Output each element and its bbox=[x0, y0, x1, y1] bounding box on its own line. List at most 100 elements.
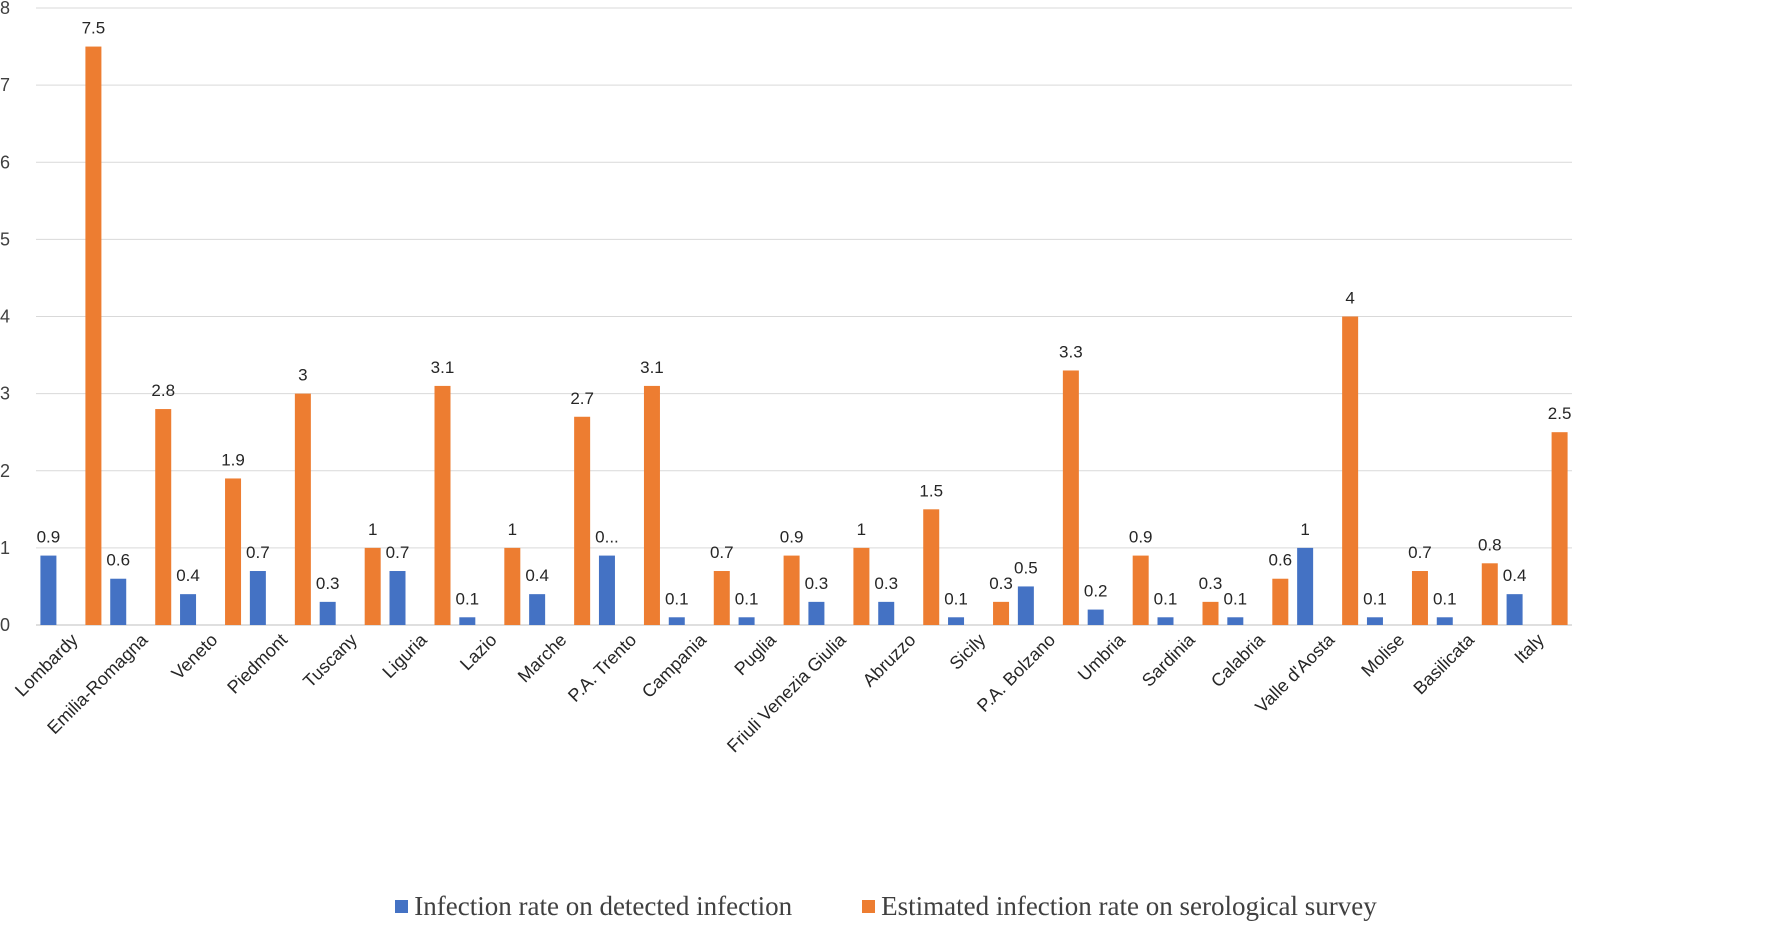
legend-label-serological: Estimated infection rate on serological … bbox=[881, 890, 1377, 921]
bar-serological bbox=[364, 547, 381, 625]
bar-detected bbox=[529, 594, 546, 625]
category-label: Tuscany bbox=[299, 630, 361, 692]
data-label-detected: 1 bbox=[1300, 520, 1309, 539]
data-label-detected: 0.1 bbox=[1433, 589, 1457, 608]
bar-serological bbox=[1062, 370, 1079, 625]
data-label-serological: 1.9 bbox=[221, 450, 245, 469]
data-label-detected: 0.1 bbox=[455, 589, 479, 608]
gridlines bbox=[36, 7, 1572, 626]
bar-detected bbox=[249, 571, 266, 625]
data-label-serological: 2.8 bbox=[151, 381, 175, 400]
data-label-detected: 0.1 bbox=[1154, 589, 1178, 608]
data-label-detected: 0.2 bbox=[1084, 582, 1108, 601]
y-tick-label: 7 bbox=[0, 75, 10, 95]
bar-serological bbox=[993, 601, 1010, 625]
data-label-detected: 0.1 bbox=[944, 589, 968, 608]
bar-serological bbox=[1551, 432, 1568, 625]
bar-serological bbox=[713, 571, 730, 625]
bar-serological bbox=[225, 478, 242, 625]
bar-serological bbox=[1342, 316, 1359, 625]
data-label-serological: 3.1 bbox=[640, 358, 664, 377]
legend: Infection rate on detected infection Est… bbox=[0, 888, 1772, 924]
bar-detected bbox=[738, 617, 755, 625]
bar-detected bbox=[459, 617, 476, 625]
bar-detected bbox=[598, 555, 615, 625]
bar-serological bbox=[643, 385, 660, 625]
data-label-detected: 0.5 bbox=[1014, 558, 1038, 577]
legend-swatch-serological bbox=[862, 899, 876, 913]
y-tick-label: 8 bbox=[0, 0, 10, 18]
category-label: Marche bbox=[514, 630, 571, 687]
category-label: Campania bbox=[638, 629, 711, 702]
bar-serological bbox=[1481, 563, 1498, 625]
y-tick-label: 2 bbox=[0, 461, 10, 481]
bar-detected bbox=[1506, 594, 1523, 625]
bar-detected bbox=[110, 578, 127, 625]
bar-serological bbox=[853, 547, 870, 625]
data-label-serological: 0.7 bbox=[710, 543, 734, 562]
data-label-detected: 0.1 bbox=[1363, 589, 1387, 608]
category-label: Liguria bbox=[378, 629, 431, 682]
category-label: Basilicata bbox=[1409, 629, 1478, 698]
bar-detected bbox=[878, 601, 895, 625]
category-label: Veneto bbox=[168, 630, 222, 684]
data-label-serological: 2.5 bbox=[1548, 404, 1572, 423]
data-label-serological: 0.9 bbox=[780, 528, 804, 547]
bar-chart: 0 1 2 3 4 5 6 7 8 0.9 7.5 0.6 2.8 0.4 1.9 0.7 3 0.3 1 0.7 3… bbox=[0, 0, 1572, 756]
bar-serological bbox=[434, 385, 451, 625]
data-label-detected: 0.9 bbox=[37, 528, 61, 547]
category-label: Friuli Venezia Giulia bbox=[723, 629, 850, 756]
data-label-detected: 0.3 bbox=[874, 574, 898, 593]
data-label-detected: 0.3 bbox=[805, 574, 829, 593]
data-label-serological: 0.6 bbox=[1268, 551, 1292, 570]
data-label-serological: 3.3 bbox=[1059, 342, 1083, 361]
legend-item-serological: Estimated infection rate on serological … bbox=[862, 891, 1377, 922]
category-label: P.A. Trento bbox=[564, 630, 640, 706]
data-label-detected: 0.4 bbox=[525, 566, 549, 585]
data-label-detected: 0... bbox=[595, 528, 619, 547]
data-label-serological: 3 bbox=[298, 366, 307, 385]
bar-serological bbox=[783, 555, 800, 625]
data-label-serological: 0.9 bbox=[1129, 528, 1153, 547]
bar-serological bbox=[574, 416, 591, 625]
y-axis-ticks: 0 1 2 3 4 5 6 7 8 bbox=[0, 0, 10, 635]
data-label-serological: 7.5 bbox=[82, 19, 106, 38]
bar-serological bbox=[294, 393, 311, 625]
data-label-detected: 0.6 bbox=[106, 551, 130, 570]
data-label-serological: 1.5 bbox=[919, 481, 943, 500]
data-label-detected: 0.7 bbox=[386, 543, 410, 562]
data-label-serological: 1 bbox=[368, 520, 377, 539]
category-label: Sardinia bbox=[1138, 629, 1200, 691]
legend-item-detected: Infection rate on detected infection bbox=[395, 891, 792, 922]
y-tick-label: 5 bbox=[0, 229, 10, 249]
bar-detected bbox=[808, 601, 825, 625]
data-label-serological: 4 bbox=[1345, 289, 1354, 308]
y-tick-label: 6 bbox=[0, 152, 10, 172]
bar-serological bbox=[504, 547, 521, 625]
bar-detected bbox=[948, 617, 965, 625]
category-label: Piedmont bbox=[223, 630, 291, 698]
category-label: Italy bbox=[1510, 630, 1547, 667]
category-label: Molise bbox=[1357, 630, 1408, 681]
bar-detected bbox=[1017, 586, 1034, 625]
bar-detected bbox=[1436, 617, 1453, 625]
y-tick-label: 0 bbox=[0, 615, 10, 635]
data-label-serological: 0.3 bbox=[989, 574, 1013, 593]
data-labels: 0.9 7.5 0.6 2.8 0.4 1.9 0.7 3 0.3 1 0.7 3.1 0.1 1 0.4 2… bbox=[37, 19, 1572, 609]
bar-detected bbox=[1157, 617, 1174, 625]
data-label-serological: 0.8 bbox=[1478, 535, 1502, 554]
bar-detected bbox=[389, 571, 406, 625]
data-label-serological: 0.3 bbox=[1199, 574, 1223, 593]
category-label: Abruzzo bbox=[859, 630, 920, 691]
bar-serological bbox=[1272, 578, 1289, 625]
data-label-detected: 0.1 bbox=[735, 589, 759, 608]
bar-detected bbox=[668, 617, 685, 625]
legend-label-detected: Infection rate on detected infection bbox=[414, 890, 793, 921]
category-label: Lazio bbox=[456, 630, 501, 675]
data-label-detected: 0.7 bbox=[246, 543, 270, 562]
data-label-serological: 1 bbox=[508, 520, 517, 539]
bar-detected bbox=[1366, 617, 1383, 625]
category-label: Sicily bbox=[946, 630, 990, 674]
category-label: Umbria bbox=[1074, 629, 1130, 685]
